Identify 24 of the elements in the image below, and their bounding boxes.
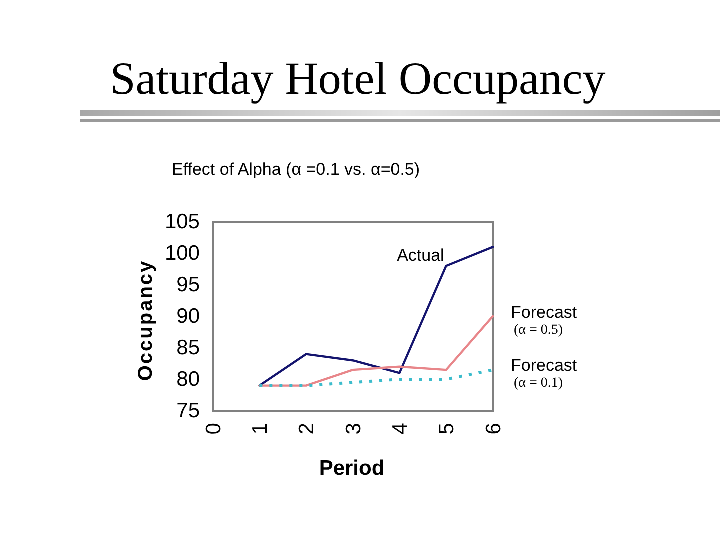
y-tick-label: 95 — [176, 274, 200, 297]
line-series — [258, 368, 494, 388]
x-tick-label: 6 — [482, 423, 506, 435]
x-tick-label: 1 — [249, 423, 272, 435]
x-axis-title: Period — [319, 457, 385, 480]
line-series — [258, 315, 494, 387]
chart-subtitle: Effect of Alpha (α =0.1 vs. α=0.5) — [172, 160, 420, 179]
series-label: Forecast (α = 0.1) — [511, 356, 578, 392]
x-tick-label: 4 — [389, 422, 412, 435]
y-tick-label: 105 — [164, 210, 200, 234]
y-tick-label: 85 — [176, 336, 200, 360]
y-tick-label: 100 — [164, 242, 200, 266]
y-axis-title: Occupancy — [135, 260, 157, 382]
series-label: Actual — [397, 246, 444, 266]
x-tick-label: 2 — [296, 423, 319, 435]
series-label: Forecast (α = 0.5) — [511, 302, 578, 338]
x-tick-label: 0 — [202, 423, 226, 435]
line-series — [258, 246, 494, 387]
y-tick-label: 90 — [176, 305, 200, 328]
y-tick-label: 80 — [176, 368, 200, 392]
y-tick-label: 75 — [176, 400, 200, 423]
x-tick-label: 5 — [436, 423, 459, 435]
x-tick-label: 3 — [342, 423, 366, 435]
chart-title: Saturday Hotel Occupancy — [110, 53, 606, 104]
